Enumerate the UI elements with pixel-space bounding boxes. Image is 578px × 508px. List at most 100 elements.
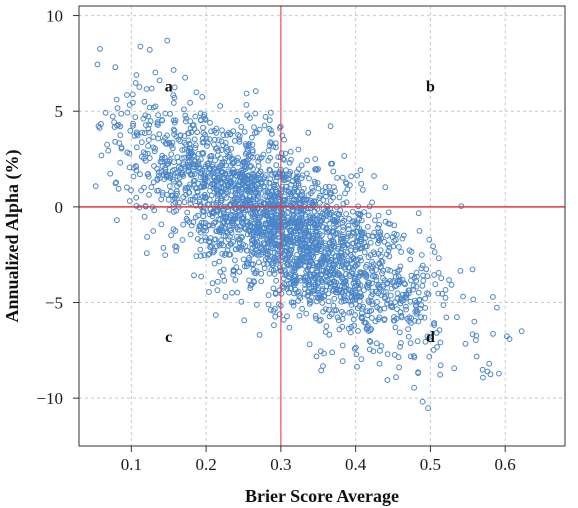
scatter-point <box>237 211 244 217</box>
scatter-point <box>155 172 162 179</box>
scatter-point <box>190 161 197 168</box>
scatter-point <box>303 310 310 317</box>
scatter-point <box>209 210 215 217</box>
scatter-point <box>506 336 513 342</box>
scatter-point <box>351 345 358 352</box>
scatter-point <box>370 264 376 271</box>
scatter-point <box>413 303 419 309</box>
scatter-point <box>205 170 212 177</box>
scatter-point <box>133 144 140 151</box>
scatter-point <box>322 329 329 335</box>
scatter-point <box>330 168 337 175</box>
scatter-point <box>207 244 214 251</box>
scatter-point <box>388 285 395 292</box>
scatter-point <box>147 118 154 125</box>
scatter-point <box>211 220 218 227</box>
y-axis-title: Annualized Alpha (%) <box>2 149 23 322</box>
scatter-point <box>293 255 300 262</box>
scatter-point <box>118 110 125 117</box>
scatter-point <box>430 347 437 353</box>
scatter-point <box>373 273 379 280</box>
scatter-point <box>391 237 398 244</box>
scatter-point <box>271 240 278 247</box>
scatter-point <box>139 129 146 136</box>
scatter-point <box>234 191 240 198</box>
scatter-point <box>198 220 205 226</box>
scatter-point <box>167 111 174 117</box>
scatter-point <box>353 294 360 301</box>
scatter-point <box>365 254 372 261</box>
scatter-point <box>249 141 256 148</box>
scatter-point <box>360 287 367 294</box>
scatter-point <box>258 233 265 240</box>
scatter-point <box>213 187 220 194</box>
scatter-point <box>430 243 437 250</box>
scatter-point <box>382 184 389 191</box>
scatter-point <box>246 254 252 261</box>
scatter-point <box>187 181 194 188</box>
scatter-point <box>306 175 312 182</box>
scatter-point <box>258 270 265 277</box>
scatter-point <box>375 212 382 219</box>
scatter-point <box>180 221 187 228</box>
scatter-point <box>415 370 422 377</box>
scatter-point <box>341 279 348 286</box>
scatter-point <box>165 196 172 203</box>
scatter-point <box>282 150 289 157</box>
scatter-point <box>311 178 318 185</box>
scatter-point <box>273 181 280 188</box>
scatter-point <box>199 94 206 100</box>
scatter-point <box>254 192 261 199</box>
scatter-point <box>375 251 382 257</box>
scatter-point <box>200 139 207 145</box>
scatter-point <box>261 261 267 268</box>
scatter-point <box>243 102 250 108</box>
scatter-point <box>166 140 173 147</box>
scatter-point <box>326 228 332 234</box>
scatter-point <box>241 317 248 324</box>
scatter-point <box>292 214 299 221</box>
scatter-point <box>133 129 140 136</box>
scatter-point <box>128 187 134 194</box>
scatter-point <box>432 281 439 288</box>
scatter-point <box>245 156 252 163</box>
scatter-point <box>295 189 301 195</box>
scatter-point <box>264 188 271 195</box>
scatter-point <box>367 327 374 334</box>
scatter-point <box>426 236 433 243</box>
scatter-point <box>339 323 346 330</box>
scatter-point <box>137 171 143 178</box>
scatter-point <box>175 180 182 187</box>
scatter-point <box>494 304 500 311</box>
scatter-point <box>353 344 359 351</box>
scatter-point <box>190 122 197 128</box>
scatter-point <box>286 159 293 166</box>
scatter-point <box>251 250 258 257</box>
scatter-point <box>245 181 252 188</box>
scatter-point <box>339 308 345 315</box>
scatter-point <box>202 234 209 241</box>
scatter-point <box>357 167 364 174</box>
scatter-point <box>181 199 188 206</box>
scatter-point <box>322 287 329 294</box>
scatter-point <box>253 270 260 277</box>
scatter-point <box>302 285 308 292</box>
scatter-point <box>313 353 320 360</box>
scatter-point <box>306 297 313 304</box>
scatter-point <box>273 220 280 227</box>
scatter-point <box>378 235 385 242</box>
scatter-point <box>310 284 317 290</box>
scatter-point <box>229 156 235 163</box>
scatter-point <box>435 270 442 276</box>
scatter-point <box>187 146 194 153</box>
scatter-point <box>266 117 273 124</box>
scatter-point <box>191 272 197 279</box>
scatter-point <box>173 133 180 140</box>
scatter-point <box>380 267 386 274</box>
scatter-point <box>302 211 309 218</box>
scatter-point <box>245 142 252 149</box>
scatter-point <box>228 192 235 199</box>
scatter-point <box>373 267 379 273</box>
scatter-point <box>214 190 221 197</box>
scatter-point <box>205 162 212 169</box>
